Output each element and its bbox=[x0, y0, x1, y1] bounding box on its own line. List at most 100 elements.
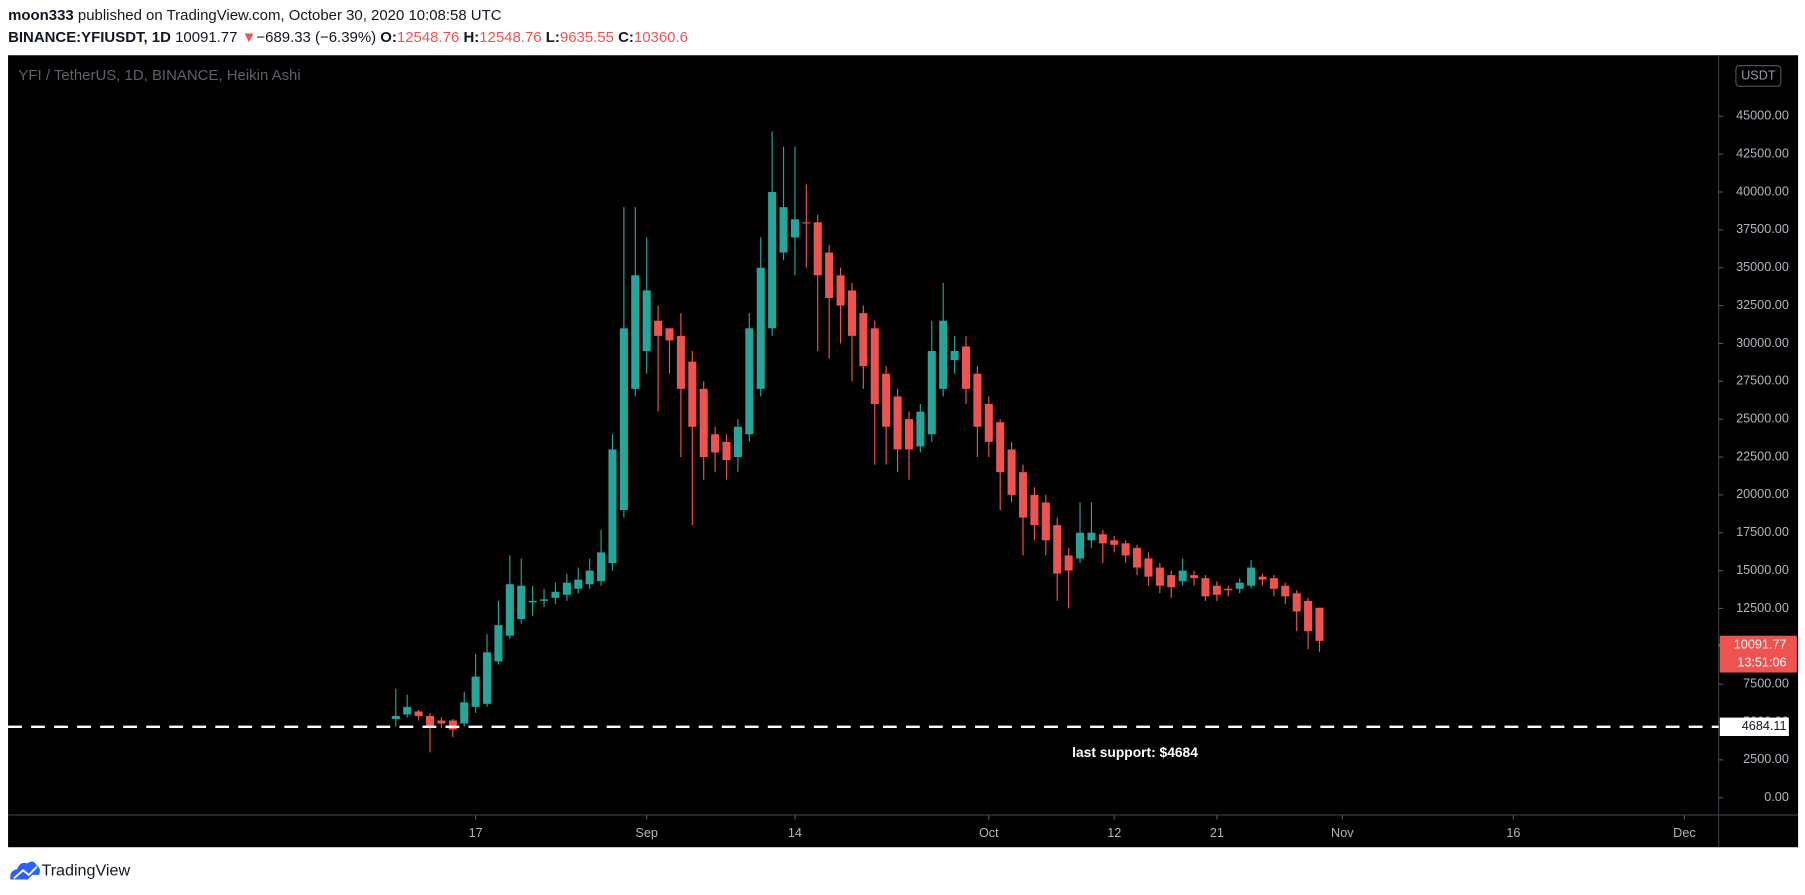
x-tick-label: 14 bbox=[788, 826, 802, 840]
candle-body bbox=[1064, 555, 1073, 571]
candle-body bbox=[471, 676, 480, 707]
candle-body bbox=[699, 388, 708, 458]
candle-body bbox=[665, 328, 674, 341]
last-price: 10091.77 bbox=[175, 29, 237, 46]
y-tick-label: 45000.00 bbox=[1736, 109, 1789, 123]
candle-body bbox=[505, 584, 514, 636]
candle-body bbox=[1167, 575, 1176, 588]
y-tick-label: 40000.00 bbox=[1736, 184, 1789, 198]
y-tick-label: 0.00 bbox=[1764, 790, 1789, 804]
candle-body bbox=[688, 361, 697, 427]
candle-body bbox=[1018, 472, 1028, 518]
candle-body bbox=[722, 441, 731, 461]
y-tick-label: 12500.00 bbox=[1736, 601, 1789, 615]
change-arrow: ▼ bbox=[242, 29, 257, 46]
y-tick-label: 42500.00 bbox=[1736, 146, 1789, 160]
support-price: 4684.11 bbox=[1742, 719, 1787, 733]
candle-body bbox=[1030, 494, 1039, 526]
candle-body bbox=[608, 449, 617, 564]
candle-body bbox=[448, 720, 457, 730]
chart-background bbox=[8, 55, 1799, 848]
candle-body bbox=[939, 320, 948, 389]
y-tick-label: 15000.00 bbox=[1736, 563, 1789, 577]
candle-body bbox=[551, 591, 560, 598]
candle-body bbox=[1121, 543, 1130, 556]
candle-body bbox=[1007, 449, 1016, 495]
x-tick-label: Nov bbox=[1331, 826, 1354, 840]
candle-body bbox=[1110, 540, 1119, 545]
candle-body bbox=[642, 290, 651, 352]
candle-body bbox=[494, 625, 503, 662]
logo-icon-line bbox=[13, 866, 38, 880]
candle-body bbox=[414, 711, 423, 716]
brand: TradingView bbox=[41, 862, 130, 880]
candle-body bbox=[437, 720, 446, 724]
candle-body bbox=[927, 351, 936, 435]
candle-body bbox=[745, 328, 754, 435]
candle-body bbox=[779, 207, 788, 253]
ohlc-label: O: bbox=[380, 29, 397, 46]
candle-body bbox=[562, 582, 571, 595]
x-tick-label: Oct bbox=[979, 826, 999, 840]
logo bbox=[10, 861, 40, 880]
candle-body bbox=[859, 313, 868, 367]
candle-body bbox=[1053, 525, 1062, 574]
x-tick-label: 16 bbox=[1506, 826, 1520, 840]
candle-body bbox=[425, 715, 435, 727]
candle-body bbox=[585, 570, 594, 585]
candle-body bbox=[1212, 585, 1221, 595]
last-price-badge bbox=[1719, 635, 1797, 673]
high-value: 12548.76 bbox=[479, 29, 541, 46]
x-tick-label: 12 bbox=[1107, 826, 1121, 840]
candle-body bbox=[1041, 502, 1050, 541]
candle-body bbox=[1258, 576, 1267, 580]
candle-body bbox=[403, 706, 412, 715]
candle-body bbox=[1155, 567, 1164, 586]
y-tick-label: 20000.00 bbox=[1736, 487, 1789, 501]
last-price-label: 10091.77 bbox=[1734, 637, 1787, 651]
candle-body bbox=[813, 222, 822, 276]
currency: USDT bbox=[1741, 68, 1776, 82]
candle-body bbox=[676, 335, 685, 389]
y-tick-label: 22500.00 bbox=[1736, 449, 1789, 463]
candle-body bbox=[1224, 588, 1233, 591]
publish-line: moon333 published on TradingView.com, Oc… bbox=[8, 7, 502, 24]
candle-body bbox=[483, 652, 492, 704]
candle-body bbox=[460, 702, 469, 724]
change: −689.33 (−6.39%) bbox=[256, 29, 376, 46]
candle-body bbox=[984, 404, 993, 442]
support-badge bbox=[1719, 717, 1789, 737]
candle-body bbox=[893, 396, 902, 450]
published: published on TradingView.com, October 30… bbox=[78, 7, 502, 24]
candle-body bbox=[619, 328, 628, 511]
close-value: 10360.6 bbox=[634, 29, 688, 46]
candle-body bbox=[996, 422, 1005, 473]
y-tick-label: 37500.00 bbox=[1736, 222, 1789, 236]
candle-body bbox=[1098, 534, 1107, 544]
candle-body bbox=[540, 599, 549, 601]
low-value: 9635.55 bbox=[560, 29, 614, 46]
x-tick-label: 17 bbox=[469, 826, 483, 840]
y-tick-label: 25000.00 bbox=[1736, 411, 1789, 425]
candle-body bbox=[836, 275, 845, 306]
candle-body bbox=[916, 411, 925, 447]
candle-body bbox=[1281, 585, 1290, 597]
ohlc-label: C: bbox=[618, 29, 634, 46]
candle-body bbox=[654, 320, 663, 336]
candle-body bbox=[517, 585, 526, 620]
y-tick-label: 7500.00 bbox=[1743, 677, 1789, 691]
candle-body bbox=[1076, 532, 1085, 559]
candle-body bbox=[1315, 607, 1324, 641]
candle-body bbox=[733, 426, 742, 458]
candle-body bbox=[1235, 582, 1244, 589]
quote-line: BINANCE:YFIUSDT, 1D 10091.77 ▼−689.33 (−… bbox=[8, 29, 688, 46]
candle-body bbox=[1304, 600, 1313, 632]
y-tick-label: 35000.00 bbox=[1736, 260, 1789, 274]
candle-body bbox=[768, 191, 777, 329]
x-tick-label: 21 bbox=[1210, 826, 1224, 840]
plot: 0.002500.005000.007500.0010000.0012500.0… bbox=[8, 109, 1797, 840]
candle-body bbox=[1201, 578, 1210, 597]
candle-body bbox=[391, 715, 400, 719]
